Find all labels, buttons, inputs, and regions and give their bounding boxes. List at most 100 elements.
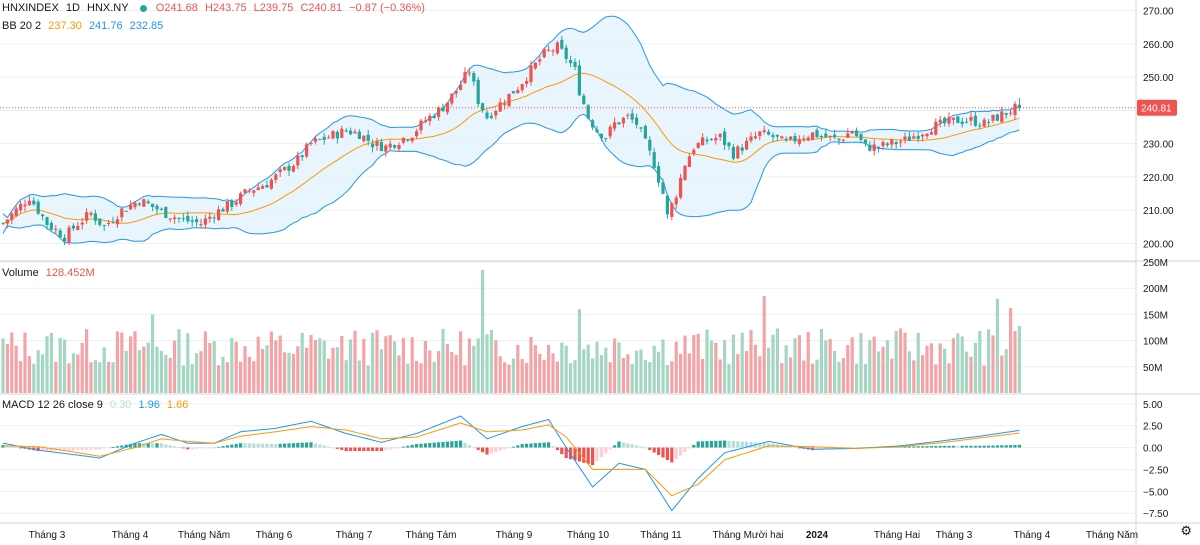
macd-histogram-bar — [278, 443, 282, 448]
candle-body — [137, 203, 141, 205]
candle-body — [863, 139, 867, 144]
macd-histogram-bar — [230, 444, 234, 448]
volume-bar — [679, 354, 683, 393]
macd-histogram-bar — [212, 447, 216, 449]
macd-histogram-bar — [617, 441, 621, 448]
macd-label: MACD 12 26 close 9 — [2, 399, 103, 411]
macd-histogram-bar — [415, 444, 419, 448]
volume-bar — [740, 332, 744, 393]
macd-histogram-bar — [599, 447, 603, 458]
high-value: H243.75 — [204, 2, 247, 14]
candle-body — [674, 197, 678, 205]
volume-bar — [93, 360, 97, 393]
macd-histogram-bar — [410, 444, 414, 448]
volume-bar — [621, 357, 625, 393]
market-status-icon — [139, 4, 147, 12]
gear-icon[interactable]: ⚙ — [1180, 523, 1192, 538]
price-axis-tick: 270.00 — [1143, 7, 1174, 18]
volume-bar — [45, 336, 49, 393]
volume-bar — [221, 356, 225, 393]
macd-histogram-bar — [366, 447, 370, 452]
candle-body — [159, 208, 163, 210]
macd-histogram-bar — [322, 445, 326, 448]
candle-body — [243, 189, 247, 193]
volume-bar — [885, 340, 889, 393]
volume-bar — [987, 329, 991, 393]
candle-body — [529, 65, 533, 83]
symbol-name[interactable]: HNXINDEX — [2, 2, 59, 14]
candle-body — [437, 107, 441, 117]
candle-body — [951, 117, 955, 120]
volume-bar — [828, 339, 832, 393]
candle-body — [331, 131, 335, 139]
candle-body — [982, 119, 986, 127]
volume-bar — [639, 349, 643, 393]
candle-body — [287, 165, 291, 171]
macd-histogram-bar — [419, 443, 423, 448]
candle-body — [450, 93, 454, 104]
candle-body — [49, 222, 53, 230]
volume-bar — [841, 358, 845, 393]
macd-histogram-bar — [107, 447, 111, 449]
candle-body — [872, 144, 876, 151]
volume-bar — [859, 333, 863, 393]
volume-bar — [300, 332, 304, 393]
volume-bar — [630, 364, 634, 393]
macd-histogram-bar — [608, 447, 612, 450]
candle-body — [723, 131, 727, 145]
candle-body — [217, 209, 221, 221]
volume-bar — [432, 361, 436, 393]
macd-histogram-bar — [340, 447, 344, 450]
candle-body — [10, 213, 14, 221]
volume-bar — [714, 342, 718, 393]
volume-bar — [635, 350, 639, 393]
macd-histogram-bar — [313, 443, 317, 448]
macd-legend[interactable]: MACD 12 26 close 9 0.30 1.96 1.66 — [2, 399, 192, 411]
volume-bar — [14, 345, 18, 393]
candle-body — [850, 131, 854, 134]
macd-histogram-bar — [626, 443, 630, 448]
candle-body — [538, 59, 542, 62]
candle-body — [186, 215, 190, 222]
macd-histogram-bar — [186, 447, 190, 450]
macd-axis-tick: 2.50 — [1143, 422, 1163, 433]
volume-bar — [643, 359, 647, 393]
macd-histogram-bar — [903, 446, 907, 448]
volume-bar — [89, 362, 93, 393]
candle-body — [943, 117, 947, 124]
volume-bar — [388, 335, 392, 393]
volume-bar — [995, 298, 999, 393]
time-axis-label: Tháng Mười hai — [712, 530, 783, 541]
candle-body — [393, 145, 397, 148]
macd-histogram-bar — [36, 447, 40, 452]
bb-legend[interactable]: BB 20 2 237.30 241.76 232.85 — [2, 20, 167, 32]
volume-bar — [151, 314, 155, 393]
candle-body — [485, 112, 489, 119]
candle-body — [80, 222, 84, 225]
candle-body — [714, 137, 718, 141]
volume-bar — [49, 332, 53, 393]
volume-bar — [450, 351, 454, 393]
volume-bar — [159, 350, 163, 393]
volume-bar — [855, 363, 859, 393]
macd-histogram-bar — [14, 447, 18, 449]
volume-bar — [863, 364, 867, 393]
volume-bar — [36, 350, 40, 393]
macd-histogram-bar — [401, 446, 405, 448]
macd-histogram-bar — [938, 445, 942, 448]
volume-bar — [186, 333, 190, 393]
candle-body — [938, 119, 942, 123]
macd-histogram-bar — [560, 447, 564, 455]
interval-label[interactable]: 1D — [65, 2, 80, 14]
candle-body — [419, 120, 423, 131]
bb-upper-value: 241.76 — [88, 20, 123, 32]
volume-bar — [181, 365, 185, 393]
candle-body — [181, 218, 185, 220]
price-axis-tick: 260.00 — [1143, 40, 1174, 51]
candle-body — [1013, 103, 1017, 115]
volume-legend[interactable]: Volume 128.452M — [2, 267, 99, 279]
macd-histogram-bar — [441, 441, 445, 448]
macd-histogram-bar — [529, 443, 533, 448]
macd-histogram-bar — [665, 447, 669, 460]
